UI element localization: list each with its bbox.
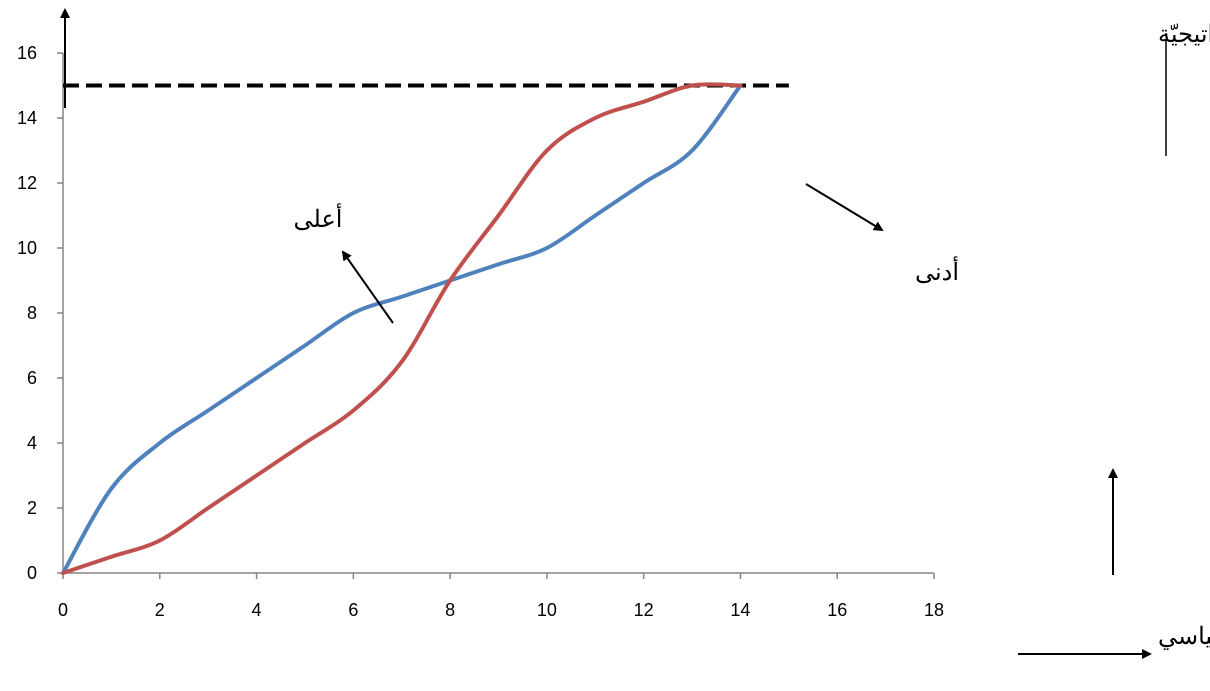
- y-tick-label: 8: [27, 303, 37, 323]
- y-tick-label: 12: [17, 173, 37, 193]
- x-tick-label: 10: [537, 600, 557, 620]
- y-tick-label: 14: [17, 108, 37, 128]
- x-tick-label: 8: [445, 600, 455, 620]
- higher-arrow: [341, 250, 394, 324]
- x-tick-label: 2: [155, 600, 165, 620]
- annotation-lower: أدنى: [915, 255, 959, 286]
- series-blue-line: [61, 83, 743, 575]
- x-tick-label: 0: [58, 600, 68, 620]
- x-tick-label: 4: [252, 600, 262, 620]
- x-tick-label: 14: [730, 600, 750, 620]
- y-tick-label: 0: [27, 563, 37, 583]
- y-tick-label: 16: [17, 43, 37, 63]
- x-tick-label: 6: [348, 600, 358, 620]
- y-tick-label: 10: [17, 238, 37, 258]
- y-tick-label: 2: [27, 498, 37, 518]
- annotation-higher: أعلى: [294, 202, 343, 233]
- lower-arrow: [805, 183, 884, 232]
- x-tick-label: 18: [924, 600, 944, 620]
- series-red-line: [61, 82, 743, 575]
- y-tick-label: 4: [27, 433, 37, 453]
- y-axis-label: المصالح الاستراتيجيّة: [1158, 20, 1210, 48]
- x-tick-label: 16: [827, 600, 847, 620]
- x-axis-label: النفوذ السياسي: [1158, 622, 1210, 650]
- y-tick-label: 6: [27, 368, 37, 388]
- x-tick-label: 12: [634, 600, 654, 620]
